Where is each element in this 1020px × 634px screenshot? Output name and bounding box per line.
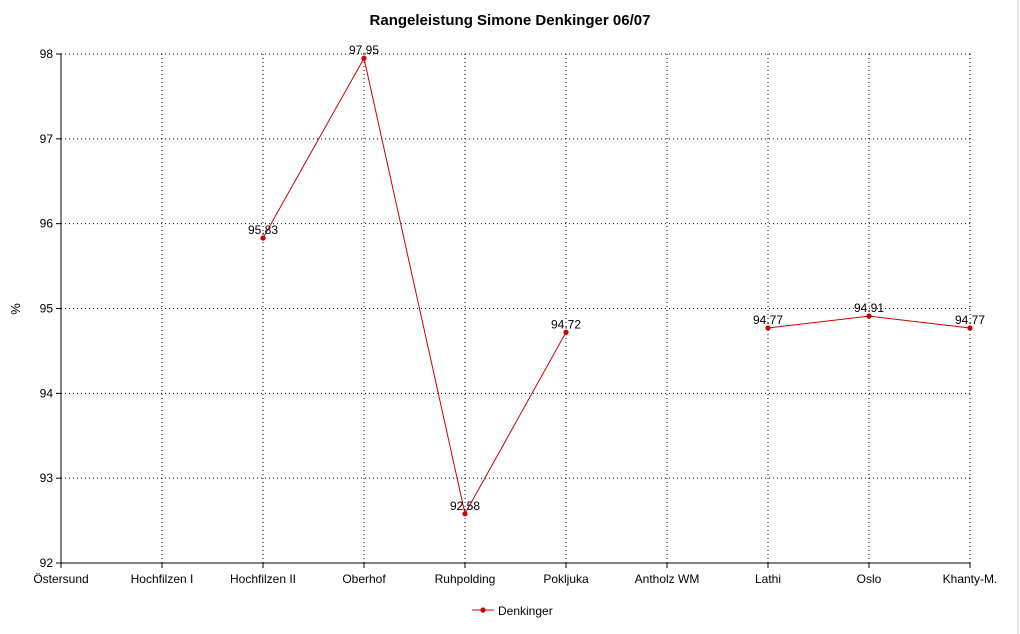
axes [56,53,971,568]
data-label: 92.58 [450,499,480,513]
x-tick-label: Pokljuka [543,572,589,586]
data-point [967,325,973,331]
y-tick-label: 97 [40,132,54,146]
x-tick-label: Antholz WM [635,572,700,586]
gridlines [61,53,971,563]
y-tick-label: 96 [40,217,54,231]
data-point [563,329,569,335]
x-tick-label: Ruhpolding [435,572,496,586]
x-tick-label: Khanty-M. [943,572,998,586]
x-tick-label: Oslo [857,572,882,586]
x-tick-label: Östersund [33,572,88,586]
x-tick-label: Oberhof [342,572,386,586]
data-label: 94.77 [753,313,783,327]
data-point [260,235,266,241]
legend-marker [480,607,486,613]
data-label: 94.91 [854,301,884,315]
legend-label: Denkinger [498,604,553,618]
x-tick-labels: Östersund Hochfilzen I Hochfilzen II Oberho… [33,572,997,586]
series-line [262,56,567,516]
y-tick-label: 95 [40,302,54,316]
data-label: 97.95 [349,43,379,57]
y-axis-label: % [8,303,23,315]
y-tick-label: 92 [40,556,54,570]
y-tick-labels: 92 93 94 95 96 97 98 [40,47,54,570]
data-point [866,313,872,319]
x-tick-label: Lathi [755,572,781,586]
data-label: 94.72 [551,317,581,331]
data-point [361,55,367,61]
data-labels: 95.83 97.95 92.58 94.72 94.77 94.91 94.77 [248,43,985,513]
legend: Denkinger [472,604,553,618]
data-point [765,325,771,331]
data-label: 95.83 [248,223,278,237]
x-tick-label: Hochfilzen II [230,572,296,586]
y-tick-label: 98 [40,47,54,61]
data-point [462,511,468,517]
chart-title: Rangeleistung Simone Denkinger 06/07 [370,12,651,29]
y-tick-label: 93 [40,471,54,485]
data-label: 94.77 [955,313,985,327]
x-tick-label: Hochfilzen I [131,572,194,586]
y-tick-label: 94 [40,386,54,400]
series-points [260,55,973,517]
